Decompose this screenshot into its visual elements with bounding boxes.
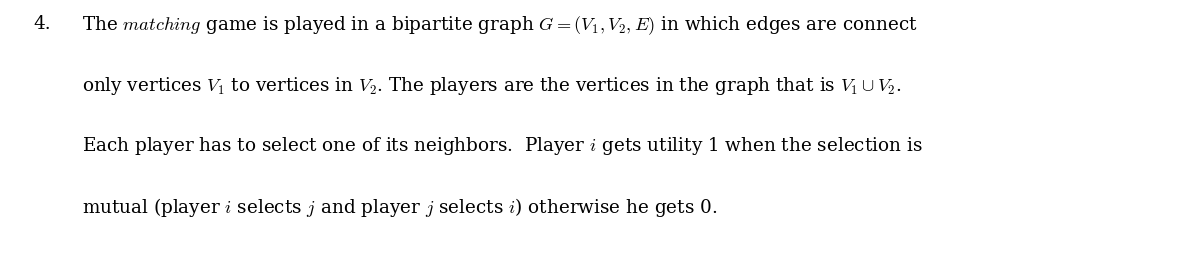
Text: mutual (player $i$ selects $j$ and player $j$ selects $i$) otherwise he gets 0.: mutual (player $i$ selects $j$ and playe… (82, 196, 716, 219)
Text: Each player has to select one of its neighbors.  Player $i$ gets utility 1 when : Each player has to select one of its nei… (82, 135, 922, 157)
Text: 4.: 4. (34, 15, 52, 33)
Text: only vertices $V_1$ to vertices in $V_2$. The players are the vertices in the gr: only vertices $V_1$ to vertices in $V_2$… (82, 75, 901, 97)
Text: The $\mathit{matching}$ game is played in a bipartite graph $G = (V_1, V_2, E)$ : The $\mathit{matching}$ game is played i… (82, 15, 918, 38)
